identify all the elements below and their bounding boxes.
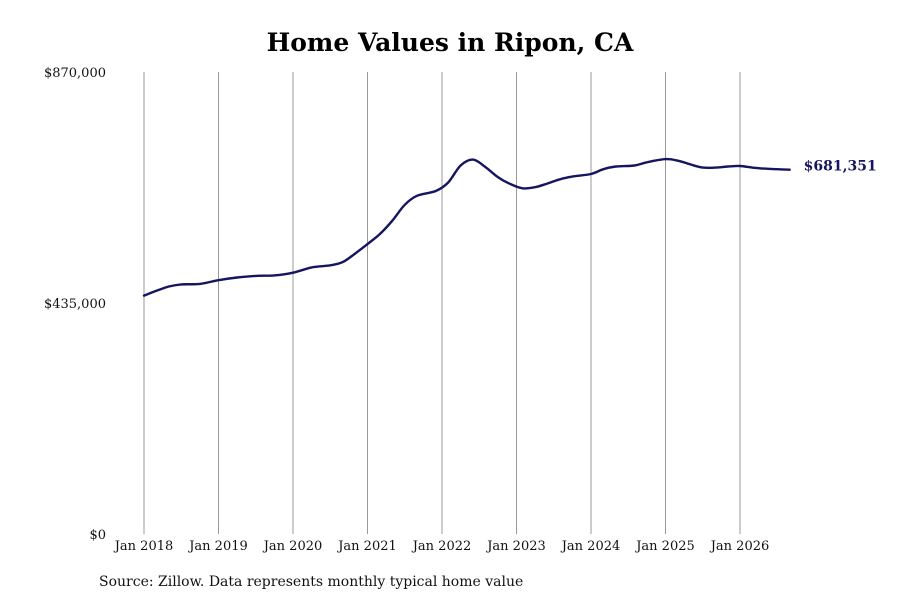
series-layer xyxy=(142,157,791,297)
x-tick-label: Jan 2020 xyxy=(262,539,323,554)
x-axis-tick-labels: Jan 2018 Jan 2019 Jan 2020 Jan 2021 Jan 2022… xyxy=(113,539,770,554)
x-tick-label: Jan 2024 xyxy=(560,539,621,554)
x-tick-label: Jan 2025 xyxy=(634,539,695,554)
y-tick-label: $435,000 xyxy=(44,297,106,312)
x-tick-label: Jan 2022 xyxy=(411,539,472,554)
source-note: Source: Zillow. Data represents monthly … xyxy=(99,574,524,590)
x-tick-label: Jan 2026 xyxy=(709,539,770,554)
y-tick-label: $870,000 xyxy=(44,66,106,81)
x-tick-label: Jan 2018 xyxy=(113,539,174,554)
y-axis-tick-labels: $0 $435,000 $870,000 xyxy=(44,66,106,543)
x-tick-label: Jan 2023 xyxy=(485,539,546,554)
end-value-label: $681,351 xyxy=(804,159,877,175)
x-tick-label: Jan 2021 xyxy=(336,539,397,554)
series-line xyxy=(142,157,791,297)
y-tick-label: $0 xyxy=(89,528,106,543)
vertical-grid-lines xyxy=(143,72,741,534)
x-tick-label: Jan 2019 xyxy=(187,539,248,554)
chart-title: Home Values in Ripon, CA xyxy=(266,28,634,57)
